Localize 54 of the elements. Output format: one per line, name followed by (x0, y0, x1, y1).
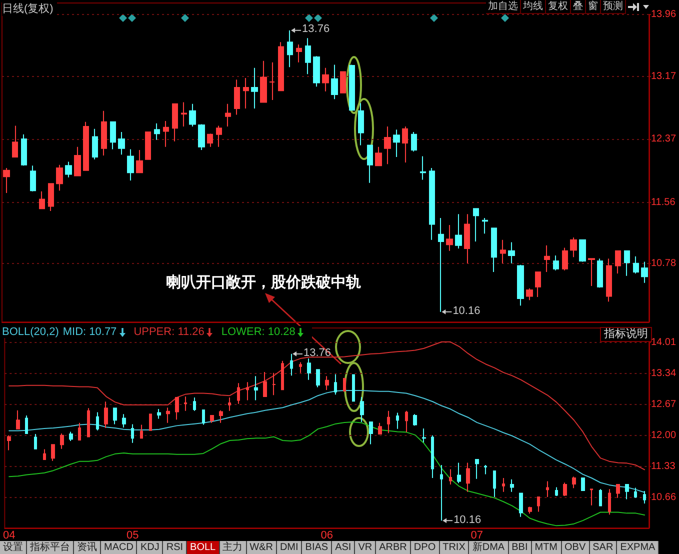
text: SAR (590, 541, 618, 554)
annotation: 均线 (521, 0, 546, 14)
text: OBV (562, 541, 590, 554)
y-tick-label: 10.66 (650, 492, 676, 503)
annotation: 13.76 (304, 346, 332, 360)
text: 资讯 (74, 541, 101, 554)
y-tick-label: 11.33 (650, 460, 676, 472)
text: DPO (410, 541, 440, 554)
text: EXPMA (617, 541, 660, 554)
chart-title: BOLL(20,2) (2, 326, 59, 338)
annotation: 预测 (601, 0, 626, 14)
text: W&R (246, 541, 277, 554)
chart-title: 日线(复权) (2, 2, 54, 16)
text: VR (355, 541, 376, 554)
x-tick-label: 05 (126, 530, 139, 542)
annotation: 10.16 (454, 514, 482, 527)
text: RSI (163, 541, 188, 554)
x-tick-label: 07 (470, 530, 483, 542)
annotation: 13.76 (302, 23, 330, 36)
text: DMI (276, 541, 302, 554)
y-tick-label: 13.96 (650, 9, 676, 20)
text: 指标平台 (27, 541, 74, 554)
y-tick-label: 13.17 (650, 70, 676, 82)
annotation: 加自选 (486, 0, 521, 14)
text: BIAS (302, 541, 332, 554)
legend-label: LOWER: 10.28 (221, 326, 296, 338)
legend-label: MID: 10.77 (62, 326, 117, 338)
annotation: 复权 (546, 0, 571, 14)
text: BOLL (187, 541, 220, 554)
annotation: 指标说明 (600, 327, 652, 342)
y-tick-label: 14.01 (650, 336, 676, 348)
annotation: 窗 (586, 0, 601, 14)
x-tick-label: 04 (2, 530, 16, 542)
y-tick-label: 10.78 (650, 258, 676, 269)
annotation: 叠 (571, 0, 586, 14)
text: BBI (508, 541, 532, 554)
y-tick-label: 12.37 (650, 134, 676, 145)
legend-label: UPPER: 11.26 (134, 326, 204, 338)
annotation: 喇叭开口敞开，股价跌破中轨 (166, 273, 361, 292)
y-tick-label: 11.56 (650, 196, 676, 208)
text: ASI (332, 541, 356, 554)
text: TRIX (440, 541, 470, 554)
text: MTM (532, 541, 562, 554)
y-tick-label: 12.00 (650, 430, 676, 441)
text: 设置 (0, 541, 27, 554)
text: KDJ (137, 541, 164, 554)
text: 主力 (220, 541, 247, 554)
text: 新DMA (469, 541, 509, 554)
x-tick-label: 06 (320, 530, 333, 542)
y-tick-label: 12.67 (650, 398, 676, 410)
y-tick-label: 13.34 (650, 368, 676, 379)
text: ARBR (376, 541, 411, 554)
annotation: 10.16 (452, 304, 480, 318)
text: MACD (101, 541, 138, 554)
